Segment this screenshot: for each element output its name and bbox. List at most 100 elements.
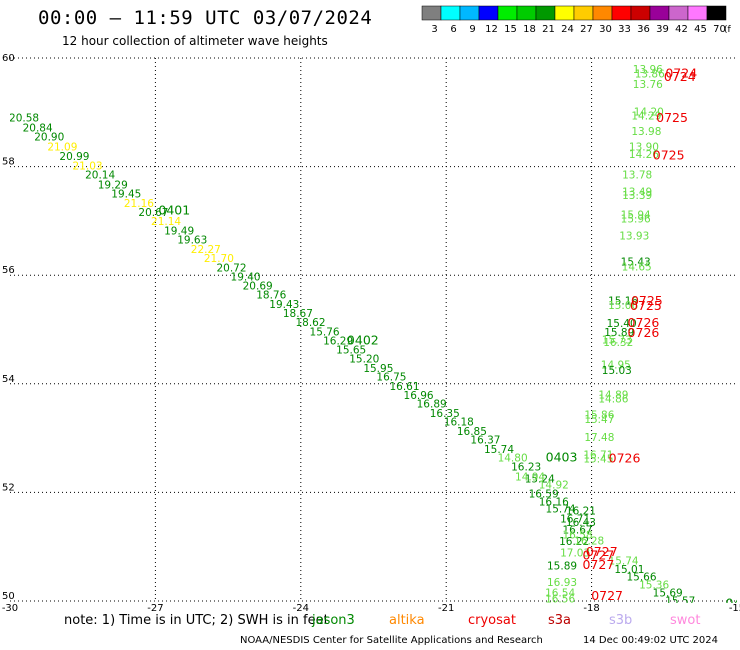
y-tick-label: 52 (2, 482, 15, 493)
x-tick-label: -15 (729, 603, 740, 614)
wave-height-label: 17.33 (545, 640, 575, 650)
colorbar-tick-label: 27 (580, 24, 593, 35)
wave-height-label: 13.78 (622, 170, 652, 182)
wave-height-label: 15.65 (336, 344, 366, 356)
wave-height-label: 19.43 (269, 299, 299, 311)
wave-height-label: 14.94 (515, 471, 545, 483)
wave-height-label: 15.01 (614, 564, 644, 576)
pass-time-label: 0724 (665, 66, 697, 81)
wave-height-label: 15.94 (621, 210, 651, 222)
wave-height-label: 17.48 (584, 432, 614, 444)
wave-height-label: 16.75 (376, 372, 406, 384)
wave-height-label: 15.89 (604, 327, 634, 339)
wave-height-label: 16.23 (511, 462, 541, 474)
pass-time-label: 0725 (630, 298, 662, 313)
wave-height-label: 15.93 (545, 633, 575, 645)
colorbar-tick-label: 3 (431, 24, 437, 35)
footer-organization: NOAA/NESDIS Center for Satellite Applica… (240, 635, 543, 646)
wave-height-label: 19.63 (177, 235, 207, 247)
footer-note: note: 1) Time is in UTC; 2) SWH is in fe… (64, 613, 329, 628)
colorbar-tick-label: 45 (694, 24, 707, 35)
wave-height-label: 13.98 (631, 126, 661, 138)
wave-height-label: 13.76 (633, 79, 663, 91)
chart-title: 00:00 – 11:59 UTC 03/07/2024 (38, 7, 373, 29)
wave-height-label: 15.89 (547, 561, 577, 573)
pass-time-label: 0404 (725, 596, 740, 611)
wave-height-label: 16.59 (529, 488, 559, 500)
wave-height-label: 16.29 (323, 336, 353, 348)
wave-height-label: 15.96 (621, 214, 651, 226)
colorbar-tick-label: 18 (523, 24, 536, 35)
x-tick-label: -18 (583, 603, 599, 614)
pass-time-label: 0726 (628, 315, 660, 330)
wave-height-label: 14.86 (598, 393, 628, 405)
colorbar-tick-label: 33 (618, 24, 631, 35)
wave-height-label: 15.06 (608, 300, 638, 312)
x-tick-label: -30 (2, 603, 18, 614)
wave-height-label: 16.43 (566, 517, 596, 529)
wave-height-label: 15.03 (602, 365, 632, 377)
pass-time-label: 0401 (158, 202, 190, 217)
wave-height-label: 15.40 (701, 619, 731, 631)
wave-height-label: 13.39 (622, 190, 652, 202)
wave-height-label: 20.58 (9, 113, 39, 125)
wave-height-label: 15.16 (608, 296, 638, 308)
colorbar-tick-label: 6 (450, 24, 456, 35)
y-tick-label: 56 (2, 265, 15, 276)
colorbar-tick-label: 30 (599, 24, 612, 35)
wave-height-label: 16.54 (545, 588, 575, 600)
wave-height-label: 18.76 (256, 290, 286, 302)
wave-height-label: 14.89 (598, 389, 628, 401)
wave-height-label: 14.20 (634, 107, 664, 119)
wave-height-label: 14.65 (622, 261, 652, 273)
wave-height-label: 16.71 (560, 513, 590, 525)
pass-time-label: 0724 (664, 69, 696, 84)
wave-height-label: 15.57 (665, 595, 695, 607)
wave-height-label: 15.86 (584, 410, 614, 422)
wave-height-label: 15.73 (602, 335, 632, 347)
wave-height-label: 20.72 (216, 262, 246, 274)
wave-height-label: 15.80 (727, 635, 740, 647)
wave-height-label: 16.18 (444, 417, 474, 429)
colorbar-tick-label: 24 (561, 24, 574, 35)
legend-s3a: s3a (548, 613, 572, 628)
wave-height-label: 20.90 (34, 132, 64, 144)
x-tick-label: -21 (438, 603, 454, 614)
wave-height-label: 15.24 (525, 474, 555, 486)
wave-height-label: 14.92 (539, 480, 569, 492)
wave-height-label: 15.20 (349, 354, 379, 366)
wave-height-label: 16.37 (470, 435, 500, 447)
wave-height-label: 13.90 (629, 141, 659, 153)
colorbar-swatch (706, 5, 727, 21)
wave-height-label: 16.22 (559, 536, 589, 548)
wave-height-label: 21.70 (204, 253, 234, 265)
wave-height-label: 20.84 (23, 122, 53, 134)
colorbar-tick-label: 36 (637, 24, 650, 35)
pass-time-label: 0727 (582, 557, 614, 572)
wave-height-label: 16.71 (583, 450, 613, 462)
pass-time-label: 0727 (582, 548, 614, 563)
y-tick-label: 50 (2, 591, 15, 602)
colorbar-tick-label: 9 (469, 24, 475, 35)
pass-time-label: 0403 (546, 449, 578, 464)
legend-cryosat: cryosat (468, 613, 516, 628)
wave-height-label: 16.58 (563, 530, 593, 542)
wave-height-label: 16.93 (547, 577, 577, 589)
wave-height-label: 13.49 (622, 186, 652, 198)
colorbar-unit: (ft) (724, 25, 731, 35)
legend-jason3: jason3 (312, 613, 355, 628)
pass-time-label: 0726 (609, 451, 641, 466)
colorbar-tick-label: 21 (542, 24, 555, 35)
y-tick-label: 54 (2, 374, 15, 385)
wave-height-label: 15.74 (546, 503, 576, 515)
pass-time-label: 0725 (653, 148, 685, 163)
wave-height-label: 16.56 (545, 594, 575, 606)
wave-height-label: 16.89 (417, 399, 447, 411)
pass-time-label: 0402 (347, 333, 379, 348)
wave-height-label: 15.43 (621, 256, 651, 268)
footer-timestamp: 14 Dec 00:49:02 UTC 2024 (583, 635, 718, 646)
wave-height-label: 21.16 (124, 198, 154, 210)
wave-height-label: 15.74 (609, 556, 639, 568)
wave-height-label: 15.74 (484, 444, 514, 456)
